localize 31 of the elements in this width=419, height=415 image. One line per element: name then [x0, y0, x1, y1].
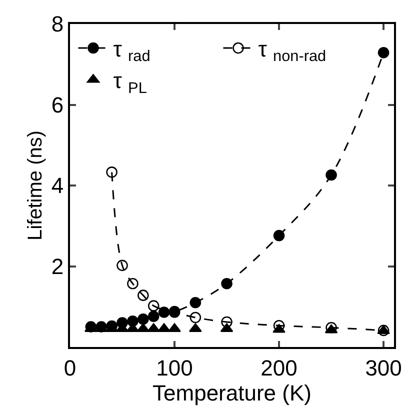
point — [127, 278, 138, 290]
point — [106, 166, 118, 178]
legend-label: τ$_{rad}$ — [113, 36, 150, 66]
legend-label: τ$_{PL}$ — [113, 68, 148, 97]
point — [378, 324, 390, 336]
x-tick-label: 300 — [365, 355, 402, 380]
point — [138, 313, 149, 325]
point — [324, 324, 338, 334]
y-tick-label: 2 — [51, 254, 64, 279]
point — [116, 260, 128, 272]
point — [378, 47, 390, 58]
point — [221, 316, 232, 328]
point — [273, 230, 285, 242]
y-tick-label: 6 — [51, 92, 64, 118]
x-tick-label: 0 — [64, 355, 76, 380]
x-tick-label: 200 — [260, 355, 298, 380]
x-axis-title: Temperature (K) — [152, 380, 312, 406]
point — [148, 310, 160, 322]
y-tick-label: 8 — [51, 12, 64, 37]
y-axis-title: Lifetime (ns) — [24, 130, 46, 241]
point — [148, 300, 160, 312]
point — [158, 306, 170, 318]
point — [272, 324, 286, 333]
legend-label: τ$_{non-rad}$ — [258, 36, 326, 66]
point — [138, 290, 149, 301]
x-tick-label: 100 — [156, 355, 193, 380]
y-tick-label: 4 — [51, 173, 64, 198]
point — [190, 296, 202, 308]
point — [221, 278, 232, 290]
point — [326, 169, 337, 181]
point — [190, 312, 202, 324]
